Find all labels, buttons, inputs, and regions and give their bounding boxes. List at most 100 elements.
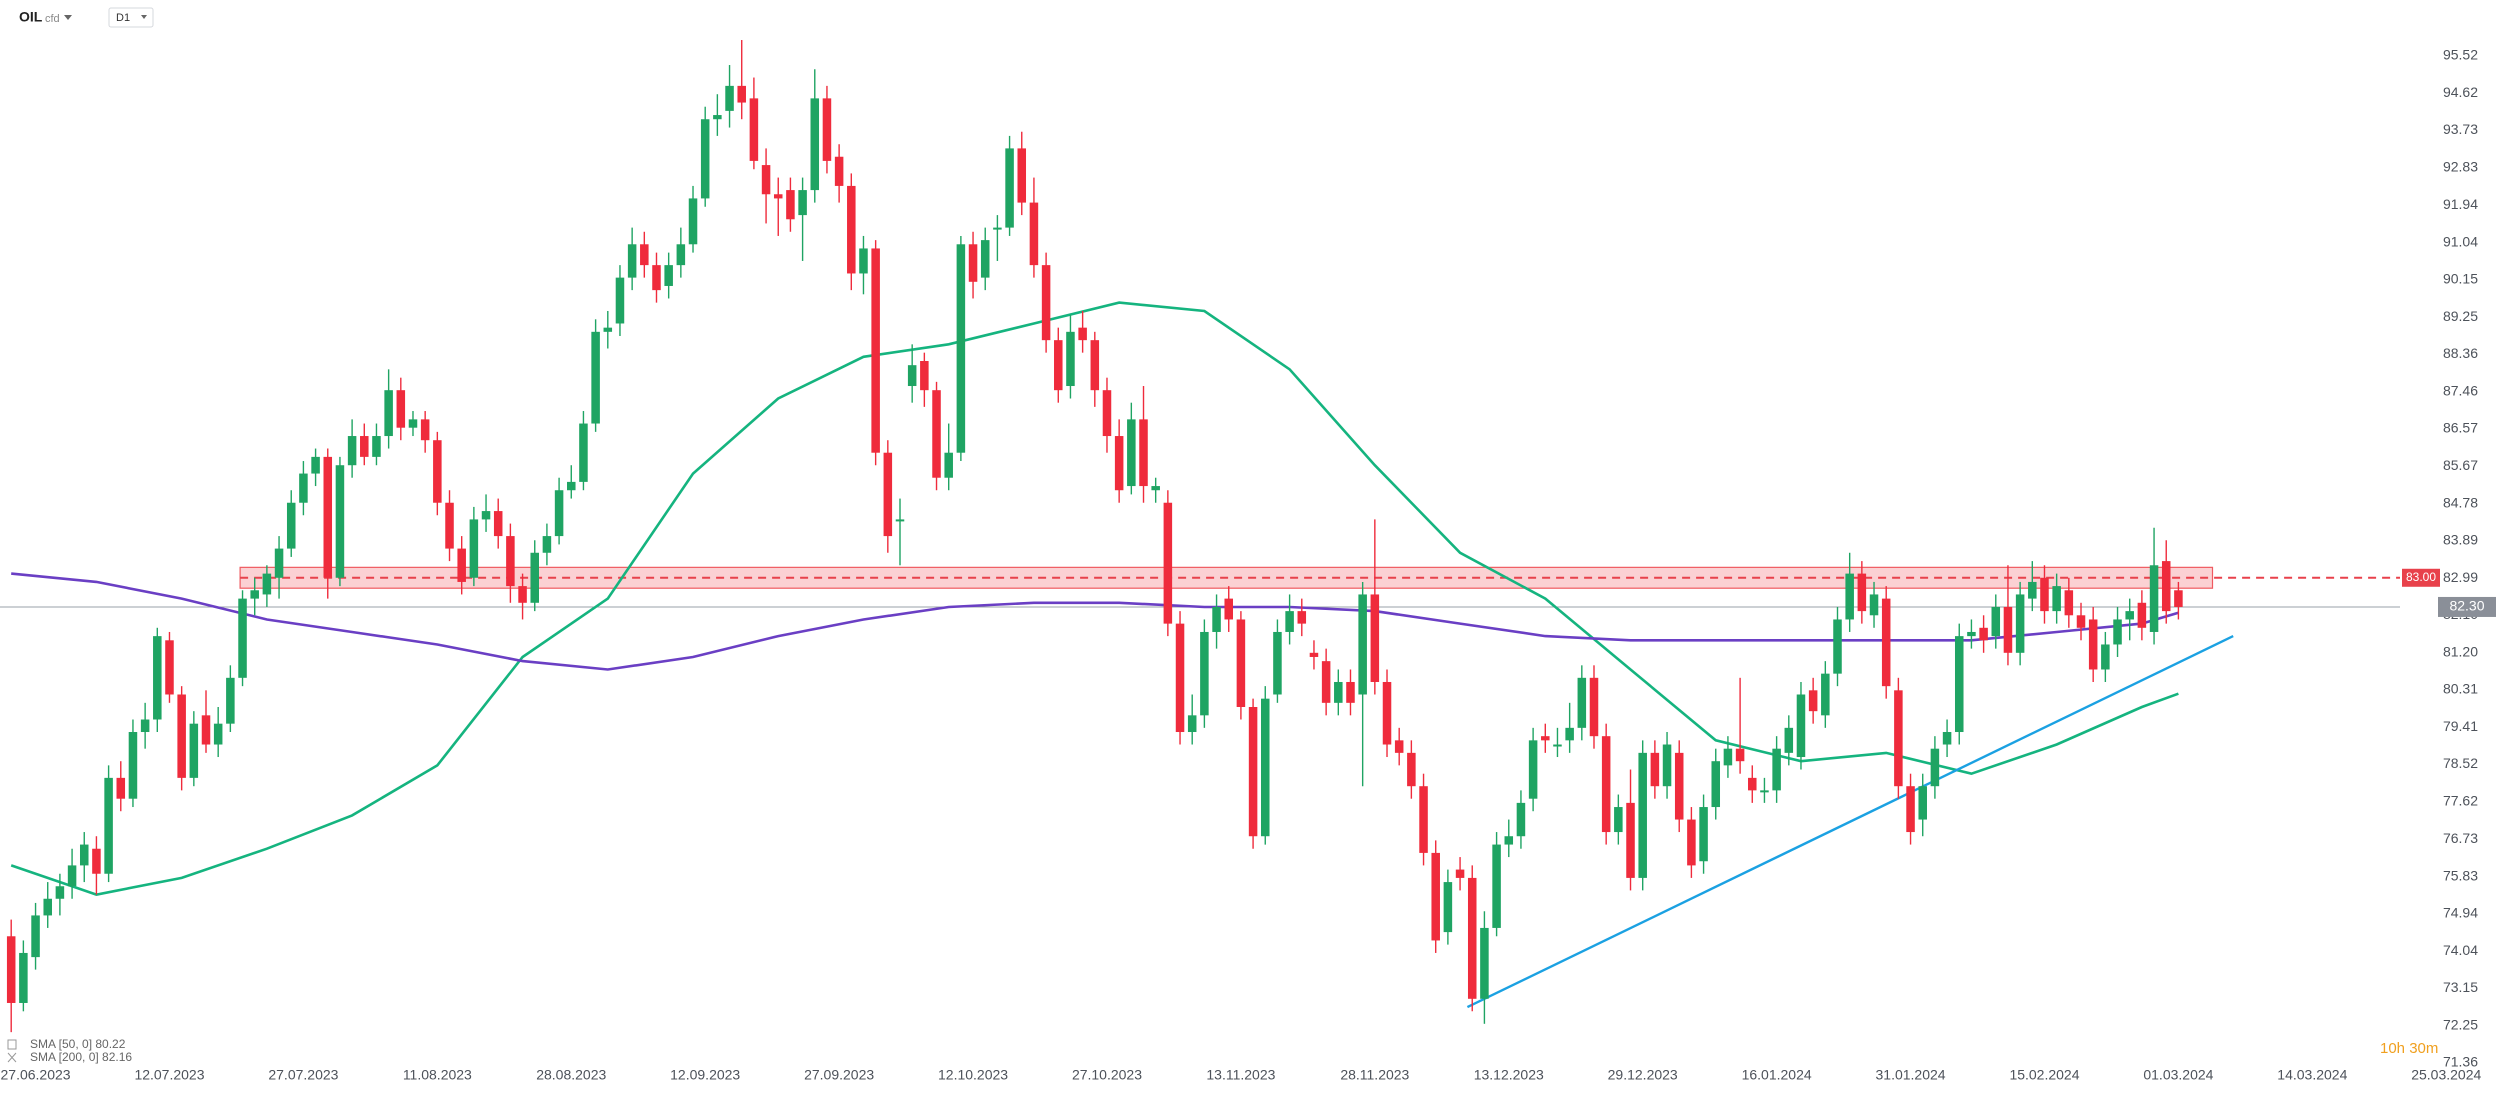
candle-body xyxy=(664,265,673,286)
x-tick-label: 31.01.2024 xyxy=(1876,1067,1946,1083)
candle-body xyxy=(1954,636,1964,733)
candle-body xyxy=(1772,748,1781,791)
candle-body xyxy=(1127,419,1136,487)
candle-body xyxy=(79,844,89,866)
candle-body xyxy=(2052,586,2061,612)
candle-body xyxy=(1151,486,1160,491)
candle-body xyxy=(1175,623,1185,733)
candle-body xyxy=(1942,732,1952,745)
candle-body xyxy=(493,511,503,537)
candle-body xyxy=(1845,573,1854,620)
y-tick-label: 74.94 xyxy=(2443,904,2478,920)
candle-body xyxy=(1297,611,1307,624)
candle-body xyxy=(688,198,698,245)
x-tick-label: 25.03.2024 xyxy=(2411,1067,2481,1083)
candle-body xyxy=(1577,677,1587,728)
candle-body xyxy=(2174,590,2183,607)
candle-body xyxy=(506,536,515,587)
y-tick-label: 95.52 xyxy=(2443,47,2478,63)
candle-body xyxy=(226,677,235,724)
y-tick-label: 88.36 xyxy=(2443,345,2478,361)
candle-body xyxy=(1638,752,1647,878)
candle-body xyxy=(1711,761,1721,808)
candle-body xyxy=(384,390,393,437)
candle-body xyxy=(2125,611,2134,620)
candle-body xyxy=(1066,331,1075,387)
candle-body xyxy=(1906,786,1915,833)
candle-body xyxy=(311,456,320,474)
candle-body xyxy=(43,898,52,916)
candle-body xyxy=(2161,561,2171,612)
candle-body xyxy=(1650,752,1660,787)
x-tick-label: 13.12.2023 xyxy=(1474,1067,1544,1083)
x-tick-label: 12.07.2023 xyxy=(134,1067,204,1083)
last-price-tag xyxy=(2438,596,2496,617)
candle-body xyxy=(1163,502,1173,624)
candle-body xyxy=(530,552,540,603)
candle-body xyxy=(993,227,1002,230)
y-tick-label: 71.36 xyxy=(2443,1054,2478,1070)
candle-body xyxy=(786,190,795,220)
y-tick-label: 78.52 xyxy=(2443,755,2478,771)
candle-body xyxy=(1358,594,1367,695)
candle-body xyxy=(19,952,28,1003)
y-tick-label: 80.31 xyxy=(2443,681,2478,697)
candle-body xyxy=(1662,744,1672,787)
x-tick-label: 16.01.2024 xyxy=(1742,1067,1812,1083)
candle-body xyxy=(189,723,199,778)
y-tick-label: 91.94 xyxy=(2443,196,2478,212)
candle-body xyxy=(907,365,917,387)
candle-body xyxy=(2076,615,2086,628)
candle-body xyxy=(1321,661,1331,703)
candle-body xyxy=(1541,736,1550,741)
candle-body xyxy=(1480,927,1489,999)
candle-body xyxy=(360,436,369,457)
candle-body xyxy=(31,915,40,958)
candle-body xyxy=(1078,327,1087,341)
candle-body xyxy=(1224,598,1233,620)
candle-body xyxy=(554,490,564,537)
candle-body xyxy=(104,777,113,874)
candle-body xyxy=(372,436,381,457)
y-tick-label: 74.04 xyxy=(2443,942,2478,958)
y-tick-label: 73.15 xyxy=(2443,979,2478,995)
legend-icon[interactable] xyxy=(7,1039,17,1050)
symbol-dropdown[interactable] xyxy=(64,15,72,20)
candle-body xyxy=(1699,807,1708,862)
candle-body xyxy=(1614,807,1623,833)
candle-body xyxy=(798,190,807,216)
y-tick-label: 93.73 xyxy=(2443,121,2478,137)
candle-body xyxy=(433,440,442,503)
candle-body xyxy=(615,277,625,324)
candle-body xyxy=(128,732,138,799)
candle-body xyxy=(1102,390,1112,437)
candle-body xyxy=(1857,573,1867,612)
candle-body xyxy=(250,590,259,599)
y-tick-label: 83.89 xyxy=(2443,531,2478,547)
y-tick-label: 81.20 xyxy=(2443,644,2478,660)
y-tick-label: 79.41 xyxy=(2443,718,2478,734)
candle-body xyxy=(1382,681,1392,745)
symbol[interactable]: OIL xyxy=(19,9,43,25)
candle-body xyxy=(2003,606,2013,653)
candle-body xyxy=(1005,148,1014,228)
timeframe-select[interactable] xyxy=(108,7,154,28)
timeframe-caret xyxy=(141,15,147,19)
sma-line xyxy=(10,301,2179,896)
candle-body xyxy=(1370,594,1380,682)
legend-icon[interactable] xyxy=(7,1052,17,1063)
y-tick-label: 91.04 xyxy=(2443,233,2478,249)
x-tick-label: 12.10.2023 xyxy=(938,1067,1008,1083)
candle-body xyxy=(895,519,905,522)
candle-body xyxy=(859,248,868,274)
candle-body xyxy=(1784,727,1794,753)
candle-body xyxy=(2137,602,2147,628)
y-tick-label: 92.83 xyxy=(2443,159,2478,175)
candle-body xyxy=(1260,698,1270,837)
candle-body xyxy=(1601,736,1611,833)
candle-body xyxy=(847,185,856,274)
sma-line xyxy=(11,572,2179,671)
y-tick-label: 77.62 xyxy=(2443,793,2478,809)
plot-area xyxy=(0,40,2400,1033)
candle-body xyxy=(1467,877,1477,999)
